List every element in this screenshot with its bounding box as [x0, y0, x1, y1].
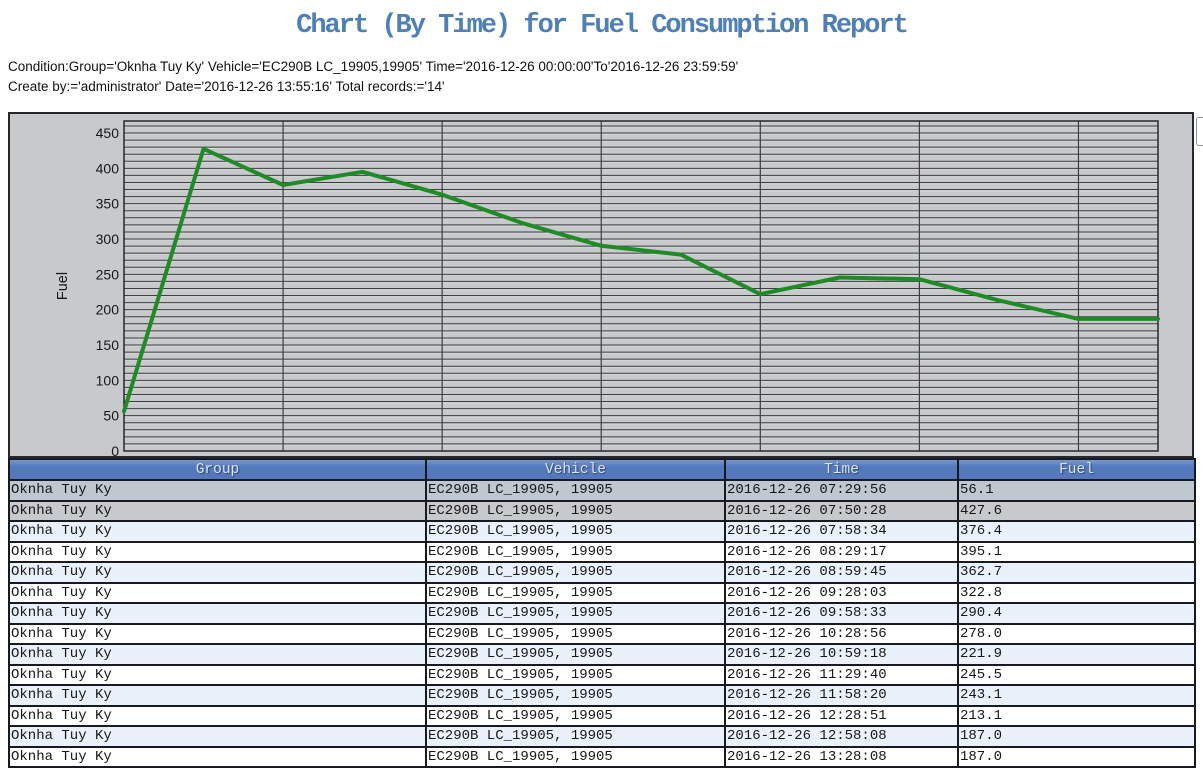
condition-line-1: Condition:Group='Oknha Tuy Ky' Vehicle='… — [8, 59, 739, 74]
cell-fuel: 56.1 — [957, 479, 1196, 502]
cell-time: 2016-12-26 13:28:08 — [724, 745, 959, 768]
table-header-row: Group Vehicle Time Fuel — [8, 458, 1196, 481]
cell-vehicle: EC290B LC_19905, 19905 — [425, 725, 726, 748]
cell-group: Oknha Tuy Ky — [8, 663, 427, 686]
table-row[interactable]: Oknha Tuy Ky EC290B LC_19905, 19905 2016-1… — [8, 499, 1196, 522]
table-row[interactable]: Oknha Tuy Ky EC290B LC_19905, 19905 2016-1… — [8, 704, 1196, 727]
cell-group: Oknha Tuy Ky — [8, 520, 427, 543]
cell-time: 2016-12-26 09:58:33 — [724, 602, 959, 625]
table-row[interactable]: Oknha Tuy Ky EC290B LC_19905, 19905 2016-1… — [8, 520, 1196, 543]
table-row[interactable]: Oknha Tuy Ky EC290B LC_19905, 19905 2016-1… — [8, 561, 1196, 584]
cell-fuel: 427.6 — [957, 499, 1196, 522]
cell-fuel: 213.1 — [957, 704, 1196, 727]
table-row[interactable]: Oknha Tuy Ky EC290B LC_19905, 19905 2016-1… — [8, 643, 1196, 666]
cell-vehicle: EC290B LC_19905, 19905 — [425, 745, 726, 768]
report-table: Group Vehicle Time Fuel Oknha Tuy Ky EC29… — [8, 458, 1196, 768]
table-row[interactable]: Oknha Tuy Ky EC290B LC_19905, 19905 2016-1… — [8, 663, 1196, 686]
cell-vehicle: EC290B LC_19905, 19905 — [425, 520, 726, 543]
cell-group: Oknha Tuy Ky — [8, 643, 427, 666]
table-row[interactable]: Oknha Tuy Ky EC290B LC_19905, 19905 2016-1… — [8, 479, 1196, 502]
cell-time: 2016-12-26 09:28:03 — [724, 581, 959, 604]
cell-fuel: 362.7 — [957, 561, 1196, 584]
cell-vehicle: EC290B LC_19905, 19905 — [425, 622, 726, 645]
cell-vehicle: EC290B LC_19905, 19905 — [425, 602, 726, 625]
cell-vehicle: EC290B LC_19905, 19905 — [425, 499, 726, 522]
cell-group: Oknha Tuy Ky — [8, 725, 427, 748]
col-header-vehicle: Vehicle — [425, 458, 726, 481]
cell-fuel: 243.1 — [957, 684, 1196, 707]
cell-time: 2016-12-26 11:29:40 — [724, 663, 959, 686]
cell-group: Oknha Tuy Ky — [8, 561, 427, 584]
col-header-time: Time — [724, 458, 959, 481]
condition-line-2: Create by:='administrator' Date='2016-12… — [8, 79, 445, 94]
cell-fuel: 221.9 — [957, 643, 1196, 666]
cell-vehicle: EC290B LC_19905, 19905 — [425, 684, 726, 707]
table-row[interactable]: Oknha Tuy Ky EC290B LC_19905, 19905 2016-1… — [8, 540, 1196, 563]
y-tick-label: 100 — [96, 372, 120, 388]
scroll-box[interactable] — [1196, 117, 1203, 146]
y-tick-label: 200 — [96, 302, 120, 318]
cell-vehicle: EC290B LC_19905, 19905 — [425, 643, 726, 666]
cell-time: 2016-12-26 08:29:17 — [724, 540, 959, 563]
cell-time: 2016-12-26 12:28:51 — [724, 704, 959, 727]
y-tick-label: 450 — [96, 125, 120, 141]
y-axis-label: Fuel — [55, 272, 71, 300]
cell-time: 2016-12-26 10:28:56 — [724, 622, 959, 645]
fuel-consumption-chart: 0 50 100 150 200 250 300 350 400 450 Fuel — [8, 112, 1194, 459]
y-tick-label: 150 — [96, 337, 120, 353]
cell-time: 2016-12-26 08:59:45 — [724, 561, 959, 584]
report-table-container: Group Vehicle Time Fuel Oknha Tuy Ky EC29… — [8, 458, 1196, 768]
cell-vehicle: EC290B LC_19905, 19905 — [425, 479, 726, 502]
y-tick-label: 250 — [96, 266, 120, 282]
cell-time: 2016-12-26 12:58:08 — [724, 725, 959, 748]
table-row[interactable]: Oknha Tuy Ky EC290B LC_19905, 19905 2016-1… — [8, 745, 1196, 768]
table-row[interactable]: Oknha Tuy Ky EC290B LC_19905, 19905 2016-1… — [8, 684, 1196, 707]
cell-time: 2016-12-26 11:58:20 — [724, 684, 959, 707]
cell-group: Oknha Tuy Ky — [8, 704, 427, 727]
table-row[interactable]: Oknha Tuy Ky EC290B LC_19905, 19905 2016-1… — [8, 622, 1196, 645]
col-header-group: Group — [8, 458, 427, 481]
cell-fuel: 245.5 — [957, 663, 1196, 686]
cell-vehicle: EC290B LC_19905, 19905 — [425, 540, 726, 563]
cell-group: Oknha Tuy Ky — [8, 622, 427, 645]
table-row[interactable]: Oknha Tuy Ky EC290B LC_19905, 19905 2016-1… — [8, 602, 1196, 625]
cell-group: Oknha Tuy Ky — [8, 499, 427, 522]
table-body: Oknha Tuy Ky EC290B LC_19905, 19905 2016-1… — [8, 479, 1196, 768]
cell-time: 2016-12-26 07:58:34 — [724, 520, 959, 543]
y-tick-label: 350 — [96, 196, 120, 212]
cell-group: Oknha Tuy Ky — [8, 479, 427, 502]
cell-group: Oknha Tuy Ky — [8, 602, 427, 625]
cell-group: Oknha Tuy Ky — [8, 684, 427, 707]
y-tick-label: 50 — [103, 408, 119, 424]
cell-fuel: 278.0 — [957, 622, 1196, 645]
cell-fuel: 322.8 — [957, 581, 1196, 604]
cell-vehicle: EC290B LC_19905, 19905 — [425, 581, 726, 604]
line-chart-canvas: 0 50 100 150 200 250 300 350 400 450 Fuel — [8, 112, 1194, 459]
cell-vehicle: EC290B LC_19905, 19905 — [425, 561, 726, 584]
cell-group: Oknha Tuy Ky — [8, 745, 427, 768]
cell-vehicle: EC290B LC_19905, 19905 — [425, 663, 726, 686]
cell-time: 2016-12-26 07:50:28 — [724, 499, 959, 522]
cell-time: 2016-12-26 07:29:56 — [724, 479, 959, 502]
y-tick-label: 400 — [96, 160, 120, 176]
cell-fuel: 376.4 — [957, 520, 1196, 543]
table-row[interactable]: Oknha Tuy Ky EC290B LC_19905, 19905 2016-1… — [8, 581, 1196, 604]
cell-group: Oknha Tuy Ky — [8, 581, 427, 604]
cell-time: 2016-12-26 10:59:18 — [724, 643, 959, 666]
cell-fuel: 187.0 — [957, 745, 1196, 768]
cell-fuel: 187.0 — [957, 725, 1196, 748]
fuel-series-line — [122, 146, 1160, 414]
cell-vehicle: EC290B LC_19905, 19905 — [425, 704, 726, 727]
cell-fuel: 290.4 — [957, 602, 1196, 625]
col-header-fuel: Fuel — [957, 458, 1196, 481]
cell-group: Oknha Tuy Ky — [8, 540, 427, 563]
y-tick-label: 0 — [111, 443, 119, 458]
y-tick-label: 300 — [96, 231, 120, 247]
table-row[interactable]: Oknha Tuy Ky EC290B LC_19905, 19905 2016-1… — [8, 725, 1196, 748]
page-title: Chart (By Time) for Fuel Consumption Rep… — [296, 11, 909, 41]
cell-fuel: 395.1 — [957, 540, 1196, 563]
